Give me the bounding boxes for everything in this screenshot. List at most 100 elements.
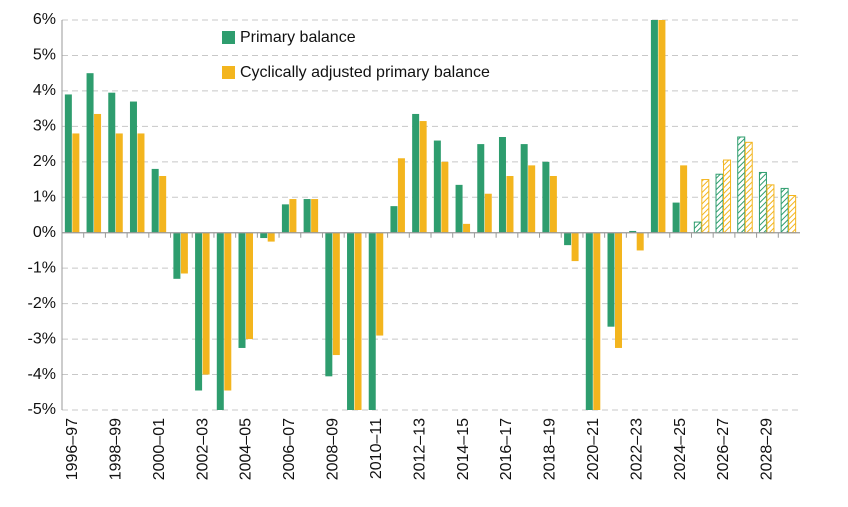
bar xyxy=(658,20,666,233)
bar xyxy=(289,199,297,233)
bar xyxy=(672,202,680,233)
x-tick-label: 2016–17 xyxy=(498,418,515,480)
bar xyxy=(390,206,398,233)
bar xyxy=(159,176,167,233)
legend-swatch xyxy=(222,31,235,44)
bar-hatched xyxy=(788,195,797,234)
x-tick-label: 1996–97 xyxy=(64,418,81,480)
bar-hatched xyxy=(780,187,789,234)
bar xyxy=(137,133,145,233)
bar xyxy=(267,232,275,242)
bar xyxy=(72,133,80,233)
bar xyxy=(549,176,557,233)
bar-hatched xyxy=(744,141,753,234)
y-tick-label: 3% xyxy=(33,118,56,135)
bar xyxy=(376,232,384,336)
bar xyxy=(585,232,593,410)
x-tick-label: 2020–21 xyxy=(585,418,602,480)
bar xyxy=(412,113,420,233)
y-tick-label: -3% xyxy=(28,330,56,347)
bar xyxy=(441,161,449,233)
bar xyxy=(506,176,514,233)
bar xyxy=(108,92,116,233)
bar-hatched xyxy=(701,179,710,234)
bar xyxy=(238,232,246,348)
x-tick-label: 2008–09 xyxy=(325,418,342,480)
x-tick-label: 2002–03 xyxy=(194,418,211,480)
bar xyxy=(615,232,622,348)
y-tick-label: 6% xyxy=(33,11,56,28)
bar xyxy=(354,232,362,410)
y-tick-label: -1% xyxy=(28,259,56,276)
bar xyxy=(650,20,658,233)
bar-hatched xyxy=(693,221,702,234)
y-tick-label: 1% xyxy=(33,188,56,205)
x-tick-label: 2024–25 xyxy=(672,418,689,480)
bar-hatched xyxy=(758,171,767,234)
bar xyxy=(629,230,637,233)
bar xyxy=(64,94,72,233)
bar xyxy=(419,121,427,233)
bar xyxy=(151,168,159,233)
x-tick-label: 2010–11 xyxy=(368,418,385,479)
bar xyxy=(202,232,210,375)
x-tick-label: 2012–13 xyxy=(411,418,428,480)
bar xyxy=(216,232,224,410)
bar xyxy=(94,113,102,233)
bar xyxy=(564,232,572,246)
bar xyxy=(86,73,94,233)
bar xyxy=(347,232,355,410)
bars xyxy=(64,20,797,410)
bar xyxy=(484,193,492,233)
bar xyxy=(368,232,376,410)
bar xyxy=(246,232,253,340)
bar-hatched xyxy=(737,136,746,234)
bar xyxy=(397,158,405,233)
bar xyxy=(303,199,311,233)
bar xyxy=(571,232,579,262)
bar xyxy=(129,101,137,233)
y-tick-label: -4% xyxy=(28,366,56,383)
x-tick-label: 2018–19 xyxy=(542,418,559,480)
bar-hatched xyxy=(715,173,724,234)
bar xyxy=(433,140,441,233)
bar xyxy=(180,232,188,274)
x-tick-label: 2028–29 xyxy=(759,418,776,480)
bar xyxy=(607,232,615,327)
bar xyxy=(325,232,333,377)
bar xyxy=(115,133,123,233)
y-tick-label: 0% xyxy=(33,224,56,241)
y-tick-label: 4% xyxy=(33,82,56,99)
bar xyxy=(260,232,268,239)
bar xyxy=(477,144,485,233)
bar-hatched xyxy=(766,184,775,234)
y-tick-label: -5% xyxy=(28,401,56,418)
x-tick-label: 2004–05 xyxy=(238,418,255,480)
x-tick-label: 1998–99 xyxy=(107,418,124,480)
legend-label: Cyclically adjusted primary balance xyxy=(240,64,490,81)
y-tick-label: 5% xyxy=(33,47,56,64)
y-tick-label: 2% xyxy=(33,153,56,170)
legend-label: Primary balance xyxy=(240,29,356,46)
bar-hatched xyxy=(723,159,732,234)
bar xyxy=(281,204,289,233)
bar xyxy=(636,232,644,251)
bar xyxy=(520,144,528,233)
bar xyxy=(463,223,471,233)
bar xyxy=(593,232,601,410)
x-tick-label: 2006–07 xyxy=(281,418,298,480)
y-tick-label: -2% xyxy=(28,295,56,312)
bar xyxy=(528,165,536,233)
bar xyxy=(455,184,463,233)
x-tick-label: 2026–27 xyxy=(715,418,732,480)
x-tick-label: 2022–23 xyxy=(628,418,645,480)
bar xyxy=(311,199,319,233)
x-tick-label: 2014–15 xyxy=(455,418,472,480)
x-tick-label: 2000–01 xyxy=(151,418,168,480)
bar xyxy=(195,232,203,391)
bar xyxy=(498,137,506,233)
bar xyxy=(680,165,688,233)
bar xyxy=(332,232,340,356)
bar xyxy=(224,232,232,391)
